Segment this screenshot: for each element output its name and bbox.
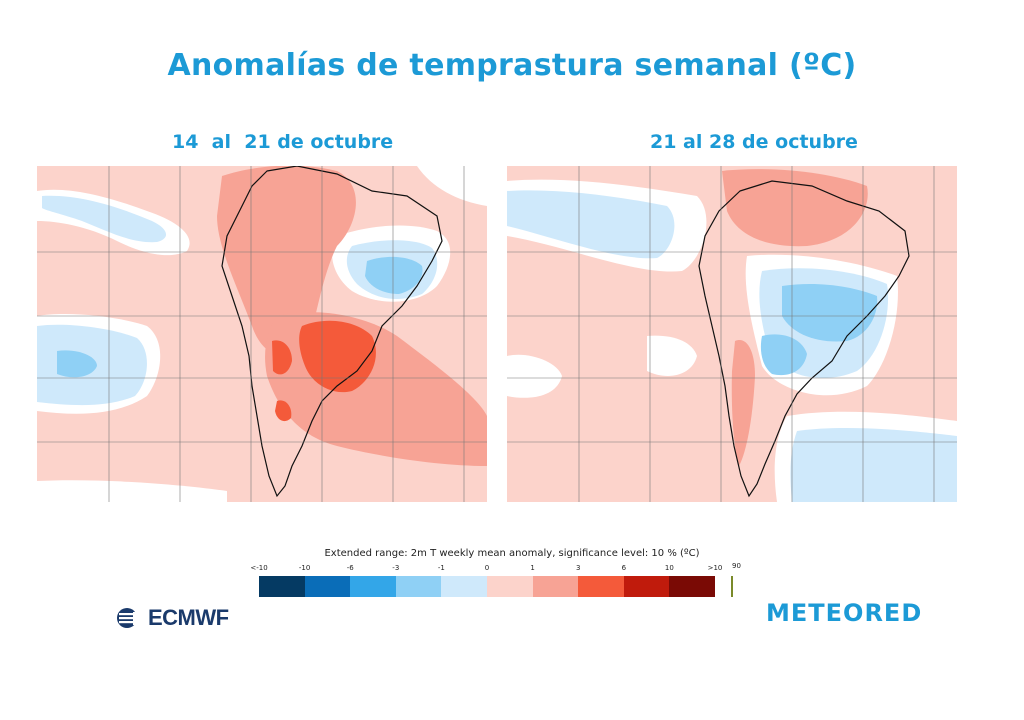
- legend-ticks: <-10 -10 -6 -3 -1 0 1 3 6 10 >10: [250, 564, 722, 574]
- legend-swatch: [578, 576, 624, 597]
- cold-anomaly-area: [42, 195, 167, 243]
- cold-anomaly-area: [365, 256, 423, 294]
- legend-caption: Extended range: 2m T weekly mean anomaly…: [324, 548, 700, 559]
- legend-tick: >10: [707, 564, 723, 572]
- neutral-area: [37, 480, 227, 502]
- legend-tick: -6: [346, 564, 354, 572]
- legend-tick: 3: [575, 564, 581, 572]
- legend-swatch: [259, 576, 305, 597]
- significance-marker: [731, 576, 733, 597]
- legend-swatch: [304, 576, 351, 597]
- anomaly-map-week1: [37, 166, 487, 502]
- legend-swatch: [623, 576, 670, 597]
- legend-swatch: [395, 576, 442, 597]
- strong-warm-anomaly-area: [299, 320, 376, 393]
- anomaly-map-week2: [507, 166, 957, 502]
- warm-anomaly-area: [265, 312, 487, 466]
- legend-swatch: [486, 576, 533, 597]
- legend-tick: <-10: [250, 564, 268, 572]
- neutral-area: [647, 335, 697, 376]
- map-left-subtitle: 14 al 21 de octubre: [172, 131, 394, 153]
- warm-anomaly-area: [731, 340, 755, 466]
- cold-anomaly-area: [507, 190, 675, 259]
- legend-tick: -1: [437, 564, 445, 572]
- legend-tick: 1: [530, 564, 535, 572]
- cold-anomaly-area: [790, 428, 957, 502]
- ecmwf-logo-icon: [117, 608, 144, 628]
- legend-swatch: [350, 576, 396, 597]
- legend-tick: 6: [621, 564, 627, 572]
- neutral-area: [507, 354, 562, 398]
- cold-anomaly-area: [57, 350, 97, 378]
- ecmwf-logo-text: ECMWF: [148, 605, 229, 630]
- map-right-subtitle: 21 al 28 de octubre: [650, 131, 858, 153]
- legend-tick: 10: [664, 564, 674, 572]
- warm-anomaly-area: [722, 169, 868, 247]
- legend-tick: -3: [392, 564, 400, 572]
- meteored-logo: METEORED: [766, 599, 923, 627]
- significance-label: 90: [732, 562, 741, 570]
- strong-warm-anomaly-area: [272, 340, 292, 375]
- coastline: [698, 180, 910, 498]
- coastline: [221, 166, 443, 498]
- legend-swatch: [441, 576, 487, 597]
- graticule: [507, 166, 957, 502]
- cold-anomaly-area: [760, 334, 807, 376]
- legend-tick: -10: [298, 564, 311, 572]
- legend-tick: 0: [484, 564, 490, 572]
- neutral-area: [417, 166, 487, 206]
- legend-swatch: [532, 576, 579, 597]
- ecmwf-logo: ECMWF: [116, 604, 229, 632]
- strong-warm-anomaly-area: [275, 400, 292, 422]
- page-title: Anomalías de temprastura semanal (ºC): [167, 48, 857, 83]
- graticule: [37, 166, 487, 502]
- warm-anomaly-area: [217, 166, 356, 357]
- color-scale-bar: [259, 576, 715, 597]
- legend-swatch: [669, 576, 715, 597]
- cold-anomaly-area: [782, 284, 878, 342]
